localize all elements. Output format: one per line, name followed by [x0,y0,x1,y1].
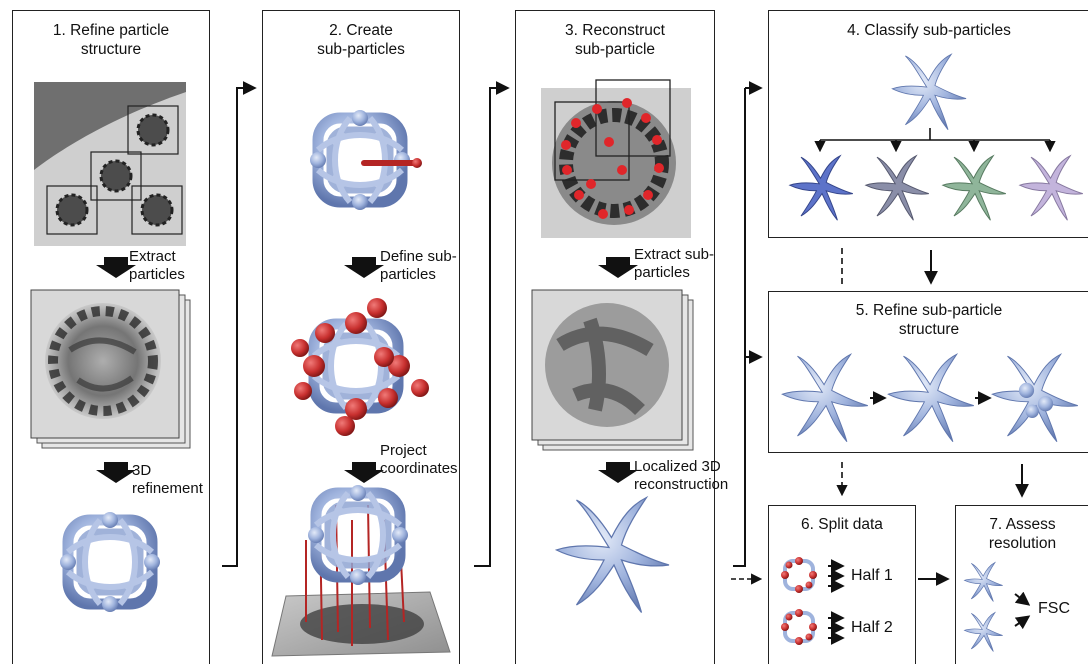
label-localized-3d-reconstruction: Localized 3D reconstruction [634,458,729,493]
localized-reconstruction-structure [555,496,670,614]
panel-2-title: 2. Create sub-particles [317,22,405,58]
panel-3-title: 3. Reconstruct sub-particle [565,22,665,58]
panel-7-title: 7. Assess resolution [988,516,1057,552]
particle-structure-3d [310,110,422,210]
arrow-down-icon [96,257,136,278]
label-half-1: Half 1 [851,567,893,584]
arrow-down-icon [96,462,136,483]
arrow-down-icon [598,462,638,483]
panel-refine-subparticle: 5. Refine sub-particle structure [768,291,1088,453]
panel-6-title: 6. Split data [801,516,883,533]
label-3d-refinement: 3D refinement [132,462,203,497]
subparticle-stack [531,289,694,451]
label-half-2: Half 2 [851,619,893,636]
arrow-down-icon [344,257,384,278]
subparticle-micrograph [541,79,691,238]
projected-coordinates-illustration [271,485,451,657]
panel-4-title: 4. Classify sub-particles [847,22,1011,39]
label-fsc: FSC [1038,600,1070,617]
micrograph-image [34,82,186,246]
connector-arrow-2-3 [474,81,510,567]
half-1-arrows [828,559,845,593]
subparticle-markers-structure [291,298,429,436]
refined-particle-structure [60,512,160,612]
refine-structure-step-1 [781,353,869,443]
arrow-down-icon [344,462,384,483]
arrow-icon [1014,615,1031,630]
label-define-subparticles: Define sub-particles [380,248,457,283]
panel-assess-resolution: 7. Assess resolution [955,505,1088,664]
half-1-structure [964,562,1004,602]
panel-1-title: 1. Refine particle structure [52,22,170,58]
arrow-down-icon [598,257,638,278]
class-structures [788,154,1083,221]
connector-arrow-1-2 [222,81,257,567]
half-2-particle [779,607,819,647]
refine-structure-step-2 [887,353,975,443]
refine-structure-step-3 [991,353,1079,443]
connector-arrow-3-to-4-5-6 [733,81,763,567]
particle-stack [30,289,191,449]
subparticle-average-structure [891,53,967,131]
label-extract-particles: Extract particles [129,248,185,283]
half-1-particle [779,555,819,595]
panel-5-title: 5. Refine sub-particle structure [855,302,1003,338]
half-2-arrows [828,611,845,645]
classification-tree [814,128,1056,153]
panel-classify-subparticles: 4. Classify sub-particles [768,10,1088,238]
label-extract-subparticles: Extract sub-particles [634,246,715,281]
label-project-coordinates: Project coordinates [380,442,458,477]
arrow-icon [1014,591,1031,606]
half-2-structure [964,612,1004,652]
